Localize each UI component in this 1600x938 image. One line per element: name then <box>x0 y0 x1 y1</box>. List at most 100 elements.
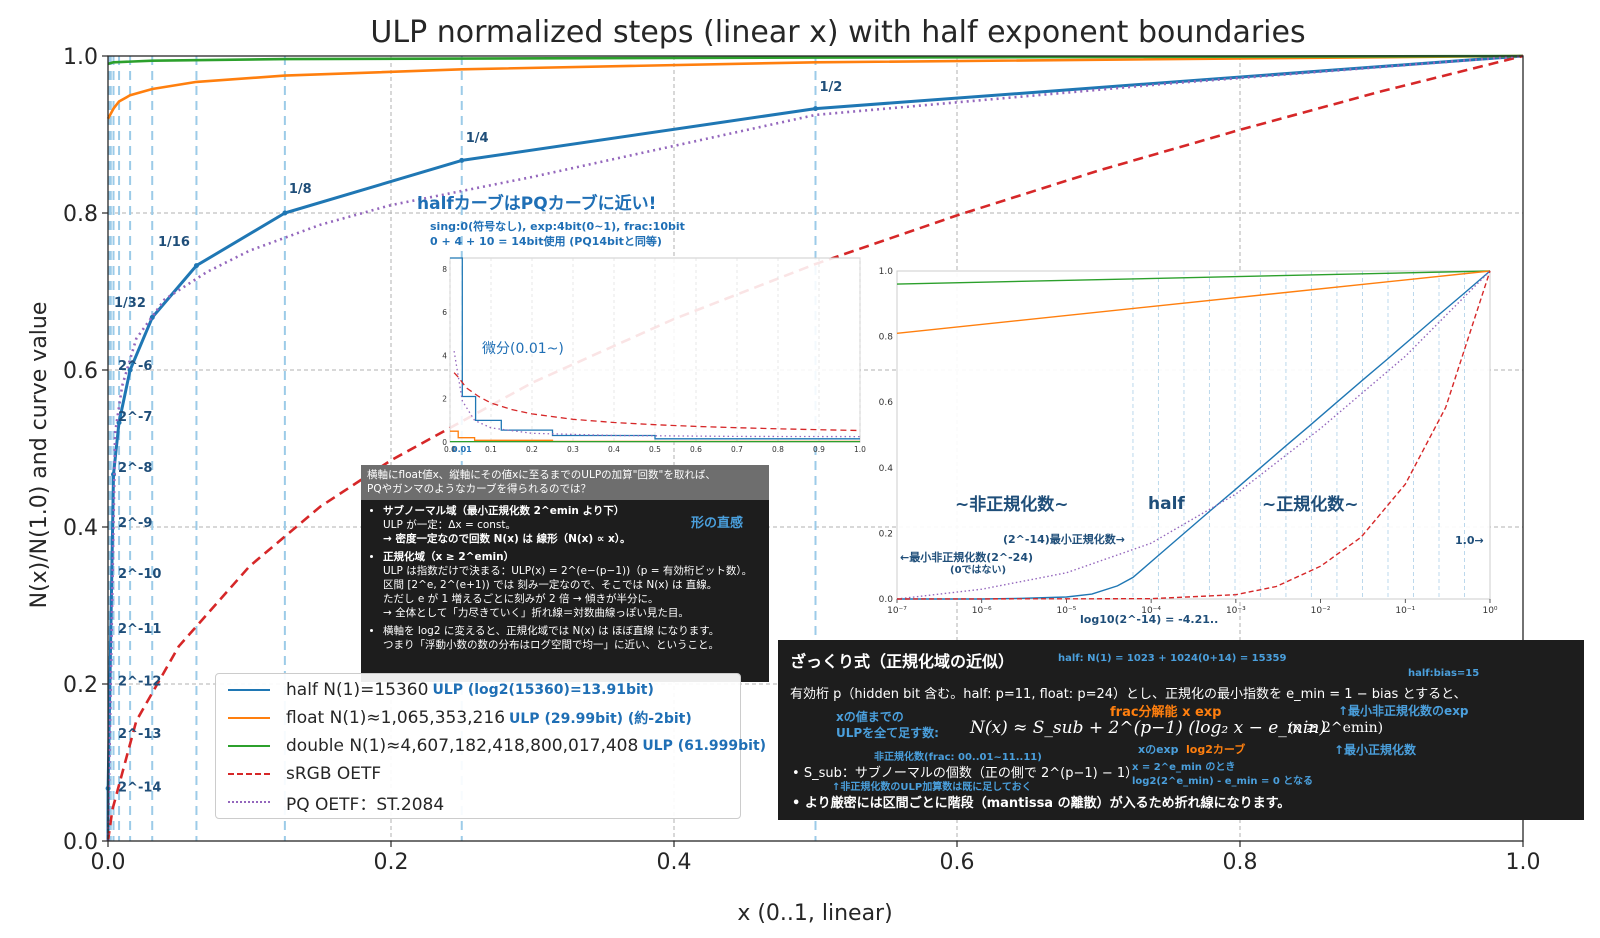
bullet-normal-line5: → 全体として「力尽きていく」折れ線＝対数曲線っぽい見た目。 <box>383 607 689 619</box>
inset-log-series <box>897 270 1491 600</box>
inset-derivative-series <box>453 350 861 438</box>
boundary-annotation: 2^-6 <box>118 359 152 374</box>
half-n1-note: half: N(1) = 1023 + 1024(0+14) = 15359 <box>1058 653 1287 664</box>
explanation-header-line1: 横軸にfloat値x、縦軸にその値xに至るまでのULPの加算"回数"を取れば、 <box>367 469 716 481</box>
half-point <box>813 106 818 112</box>
min-norm-note: ↑最小正規化数 <box>1334 743 1417 757</box>
inset-derivative-series <box>450 257 860 440</box>
bullet-subnormal-line2: ULP が一定：Δx = const。 <box>383 519 517 531</box>
boundary-annotation: 1/32 <box>114 296 146 311</box>
top-note-line2: 0 + 4 + 10 = 14bit使用 (PQ14bitと同等) <box>430 235 662 248</box>
y-tick-label: 0.2 <box>63 673 98 698</box>
inset-log-y-tick: 0.6 <box>879 398 894 408</box>
y-tick-label: 0.8 <box>63 202 98 227</box>
inset-log-y-tick: 0.2 <box>879 529 893 539</box>
x-exp-note: xのexp <box>1138 743 1179 756</box>
legend-extra-float: ULP (29.99bit) (約-2bit) <box>509 711 692 727</box>
explanation-box: 横軸にfloat値x、縦軸にその値xに至るまでのULPの加算"回数"を取れば、 … <box>361 465 769 682</box>
boundary-annotation: 2^-12 <box>118 675 161 690</box>
legend-item-double: double N(1)≈4,607,182,418,800,017,408 UL… <box>228 734 766 758</box>
boundary-annotation: 1/2 <box>820 80 843 95</box>
inset-log-x-tick: 10⁻⁴ <box>1141 606 1161 616</box>
inset-derivative-y-tick: 4 <box>442 351 447 360</box>
bullet-normal-line3: 区間 [2^e, 2^(e+1)) では 刻み一定なので、そこでは N(x) は… <box>383 579 718 591</box>
inset-log-annotation: 1.0→ <box>1455 534 1484 547</box>
exponent-boundaries <box>108 56 817 841</box>
legend: half N(1)=15360 ULP (log2(15360)=13.91bi… <box>215 673 766 819</box>
top-note-line1: sing:0(符号なし), exp:4bit(0~1), frac:10bit <box>430 220 685 233</box>
y-tick-label: 0.0 <box>63 830 98 855</box>
bullet-subnormal-title: サブノーマル域（最小正規化数 2^emin より下） <box>383 505 625 517</box>
explanation-header: 横軸にfloat値x、縦軸にその値xに至るまでのULPの加算"回数"を取れば、 … <box>361 465 769 500</box>
main-formula: N(x) ≈ S_sub + 2^(p−1) (log₂ x − e_min) <box>970 718 1326 738</box>
formula-bullet-2: • より厳密には区間ごとに階段（mantissa の離散）が入るため折れ線になり… <box>792 796 1291 811</box>
inset-derivative-x-tick: 0.5 <box>649 445 661 454</box>
legend-item-srgb: sRGB OETF <box>228 762 381 786</box>
main-ticks: 0.0 0.2 0.4 0.6 0.8 1.0 0.0 0.2 0.4 0.6 0.8 1.0 <box>63 45 1541 875</box>
legend-label-pq: PQ OETF：ST.2084 <box>286 794 445 815</box>
derivative-inset: 0.0 0.1 0.2 0.3 0.4 0.5 0.6 0.7 0.8 0.9 1.0 0 2 4 6 8 0.… <box>442 257 866 454</box>
inset-log-y-tick: 1.0 <box>879 267 894 277</box>
formula-bullet-2-text: より厳密には区間ごとに階段（mantissa の離散）が入るため折れ線になります… <box>804 796 1291 811</box>
half-point <box>127 367 133 373</box>
formula-range: (x ≥ 2^emin) <box>1288 720 1384 736</box>
series-line <box>107 54 1524 66</box>
x-tick-label: 0.2 <box>374 850 409 875</box>
formula-intro: 有効桁 p（hidden bit 含む。half: p=11, float: p… <box>790 687 1467 702</box>
boundary-annotation: 2^-11 <box>118 622 161 637</box>
x-tick-label: 0.8 <box>1223 850 1258 875</box>
y-tick-label: 1.0 <box>63 45 98 70</box>
inset-derivative-x-tick: 0.8 <box>772 445 784 454</box>
series-line <box>106 54 1524 842</box>
boundary-annotation: 2^-10 <box>118 567 161 582</box>
inset-diff-title: 微分(0.01~) <box>482 341 564 357</box>
inset-log-x-tick: 10⁻¹ <box>1395 606 1415 616</box>
legend-label-float: float N(1)≈1,065,353,216 <box>286 708 506 728</box>
series-line <box>106 54 1524 120</box>
count-label-1: xの値までの <box>836 710 904 724</box>
chart-title: ULP normalized steps (linear x) with hal… <box>370 15 1305 50</box>
x-note-1: x = 2^e_min のとき <box>1132 762 1236 773</box>
inset-log-series <box>896 270 1491 285</box>
inset-derivative-y-tick: 6 <box>442 308 447 317</box>
bullet-normal-line2: ULP は指数だけで決まる：ULP(x) = 2^(e−(p−1))（p = 有… <box>383 565 753 577</box>
inset-derivative-y-tick: 2 <box>442 395 447 404</box>
inset-log-frame <box>896 270 1491 600</box>
legend-label-srgb: sRGB OETF <box>286 764 382 784</box>
legend-label-half: half N(1)=15360 <box>286 680 429 700</box>
boundary-annotation: 1/16 <box>158 235 190 250</box>
inset-log-annotation: log10(2^-14) = -4.21.. <box>1080 613 1218 626</box>
main-axes <box>107 55 1524 842</box>
x-tick-label: 1.0 <box>1506 850 1541 875</box>
boundary-annotations: 1/2 1/4 1/8 1/16 1/32 2^-6 2^-7 2^-8 2^-9 2^-10 2^… <box>114 80 842 795</box>
inset-log-x-tick: 10⁻⁶ <box>972 606 992 616</box>
inset-log-annotation: ~正規化数~ <box>1262 494 1359 515</box>
inset-derivative-x-tick: 0.0 <box>444 445 456 454</box>
formula-bullet-1: • S_sub：サブノーマルの個数（正の側で 2^(p−1) − 1） <box>792 766 1139 781</box>
emin-note: ↑最小非正規化数のexp <box>1338 704 1469 718</box>
inset-derivative-y-tick: 0 <box>442 438 447 447</box>
boundary-annotation: 2^-14 <box>118 781 161 796</box>
y-tick-label: 0.4 <box>63 516 98 541</box>
inset-log-x-tick: 10⁻³ <box>1226 606 1246 616</box>
boundary-annotation: 2^-9 <box>118 516 152 531</box>
inset-log-y-tick: 0.0 <box>879 595 894 605</box>
inset-log-x-tick: 10⁻⁵ <box>1057 606 1077 616</box>
formula-box: ざっくり式（正規化域の近似） half: N(1) = 1023 + 1024(… <box>778 640 1584 820</box>
legend-swatch-double <box>228 745 270 747</box>
inset-derivative-y-tick: 8 <box>442 265 447 274</box>
plot-frame <box>107 55 1524 842</box>
half-point <box>282 210 288 216</box>
bullet-normal-line4: ただし e が 1 増えるごとに刻みが 2 倍 → 傾きが半分に。 <box>383 593 659 605</box>
bias-note: half:bias=15 <box>1408 668 1480 679</box>
legend-item-half: half N(1)=15360 ULP (log2(15360)=13.91bi… <box>228 678 654 702</box>
x-tick-label: 0.0 <box>91 850 126 875</box>
boundary-annotation: 2^-8 <box>118 461 152 476</box>
legend-item-float: float N(1)≈1,065,353,216 ULP (29.99bit) … <box>228 706 692 730</box>
log-inset: 10⁻⁷ 10⁻⁶ 10⁻⁵ 10⁻⁴ 10⁻³ 10⁻² 10⁻¹ 10⁰ 0.0 0.2 0.4… <box>879 267 1498 626</box>
inset-log-annotation: (2^-14)最小正規化数→ <box>1003 532 1125 546</box>
inset-log-annotation: (0ではない) <box>950 564 1006 576</box>
legend-item-pq: PQ OETF：ST.2084 <box>228 790 445 815</box>
legend-swatch-half <box>228 689 270 691</box>
